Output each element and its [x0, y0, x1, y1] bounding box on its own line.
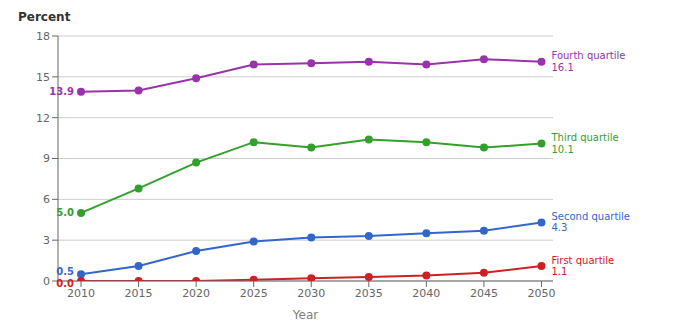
svg-text:18: 18: [36, 30, 50, 43]
svg-text:2045: 2045: [470, 287, 498, 300]
svg-text:Second quartile4.3: Second quartile4.3: [551, 211, 630, 234]
svg-text:2050: 2050: [527, 287, 555, 300]
svg-text:2010: 2010: [67, 286, 95, 300]
svg-text:Third quartile10.1: Third quartile10.1: [550, 132, 618, 155]
svg-text:2030: 2030: [297, 287, 325, 300]
svg-text:12: 12: [36, 112, 50, 125]
svg-text:2020: 2020: [182, 287, 210, 300]
svg-text:0.0: 0.0: [56, 278, 74, 289]
svg-text:15: 15: [36, 71, 50, 84]
svg-text:2025: 2025: [240, 287, 268, 300]
html-text:Percent: Percent: [18, 10, 71, 24]
svg-text:2040: 2040: [412, 287, 440, 300]
svg-text:5.0: 5.0: [56, 207, 74, 218]
svg-text:Year: Year: [292, 308, 318, 321]
svg-text:0: 0: [43, 275, 50, 288]
svg-text:Fourth quartile16.1: Fourth quartile16.1: [551, 50, 625, 73]
svg-text:13.9: 13.9: [49, 86, 74, 97]
svg-text:2015: 2015: [125, 287, 153, 300]
svg-text:3: 3: [43, 234, 50, 247]
svg-text:6: 6: [43, 193, 50, 206]
svg-text:0.5: 0.5: [56, 266, 74, 277]
svg-text:First quartile1.1: First quartile1.1: [551, 255, 614, 278]
svg-text:9: 9: [43, 152, 50, 165]
svg-text:2035: 2035: [355, 287, 383, 300]
